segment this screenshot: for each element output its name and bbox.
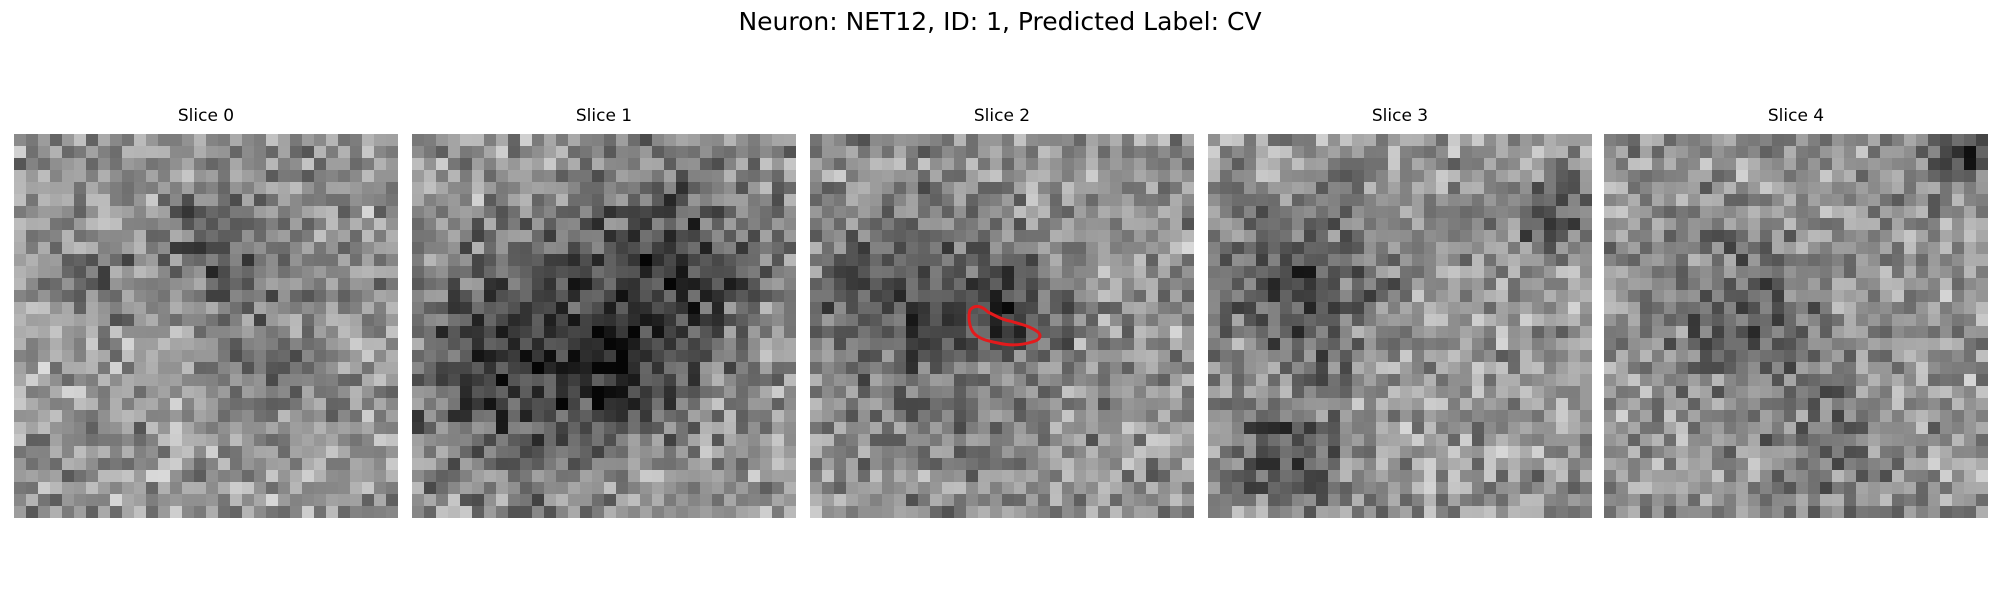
slice-image xyxy=(1604,134,1988,518)
slice-title: Slice 4 xyxy=(1767,106,1825,126)
slice-image xyxy=(412,134,796,518)
slice-title: Slice 2 xyxy=(973,106,1031,126)
slice-title: Slice 0 xyxy=(177,106,235,126)
figure-title: Neuron: NET12, ID: 1, Predicted Label: C… xyxy=(738,7,1262,36)
slice-image xyxy=(810,134,1194,518)
slice-image xyxy=(14,134,398,518)
slice-image xyxy=(1208,134,1592,518)
slice-title: Slice 1 xyxy=(575,106,633,126)
slice-title: Slice 3 xyxy=(1371,106,1429,126)
